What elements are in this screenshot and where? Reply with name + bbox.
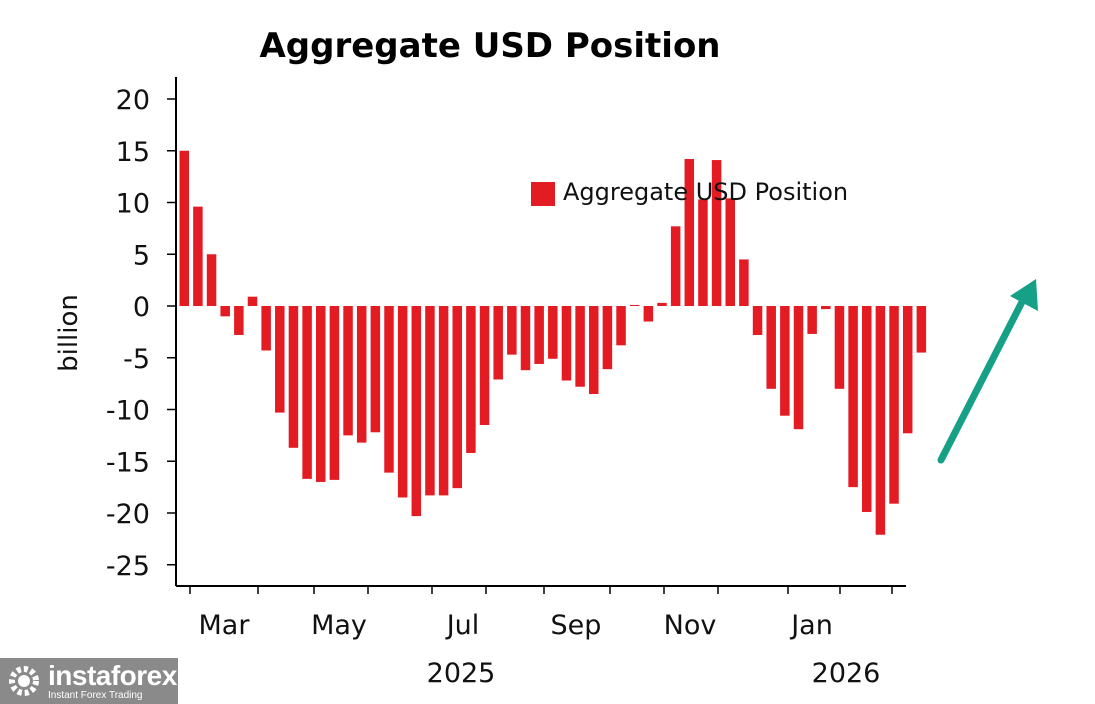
bar <box>889 306 899 504</box>
bar <box>316 306 326 482</box>
gear-logo-icon <box>9 666 39 696</box>
bar <box>329 306 340 480</box>
bar <box>247 296 258 306</box>
bar <box>575 306 585 387</box>
y-tick-label: -10 <box>106 396 150 427</box>
bar <box>438 306 449 496</box>
bar-series <box>179 150 927 535</box>
x-tick-label: May <box>311 610 367 641</box>
bar <box>793 306 804 430</box>
bar <box>534 306 544 364</box>
y-tick-label: -5 <box>123 344 150 375</box>
bar <box>493 306 503 380</box>
watermark: instaforex Instant Forex Trading <box>0 658 178 704</box>
legend-swatch <box>531 182 555 206</box>
x-year-label: 2025 <box>427 658 496 689</box>
bar <box>821 306 831 310</box>
bar <box>397 306 408 498</box>
x-tick-label: Nov <box>664 610 717 641</box>
legend: Aggregate USD Position <box>531 178 848 206</box>
axes: 20 15 10 5 0 -5 -10 -15 -20 -25 Mar May Jul Sep Nov Jan… <box>106 77 906 689</box>
watermark-tagline: Instant Forex Trading <box>48 689 143 701</box>
bar <box>698 199 708 306</box>
bar <box>807 306 817 334</box>
y-tick-label: -20 <box>106 499 150 530</box>
legend-label: Aggregate USD Position <box>563 178 848 206</box>
bar <box>220 306 230 317</box>
bar <box>752 306 763 335</box>
bar <box>520 306 531 371</box>
bar <box>275 306 285 413</box>
bar <box>902 306 913 434</box>
x-tick-label: Jan <box>789 610 833 641</box>
bar <box>862 306 872 512</box>
chart-title: Aggregate USD Position <box>259 26 720 66</box>
x-tick-label: Mar <box>199 610 251 641</box>
bar <box>616 306 626 346</box>
bar <box>466 306 476 453</box>
bar <box>834 306 845 389</box>
bar <box>370 306 381 433</box>
bar <box>711 160 722 306</box>
y-tick-label: -15 <box>106 447 150 478</box>
watermark-brand: instaforex <box>48 659 177 691</box>
bar <box>384 306 394 473</box>
bar <box>234 306 244 335</box>
bar <box>875 306 886 535</box>
bar <box>479 306 490 426</box>
y-axis-label: billion <box>54 294 84 372</box>
bar <box>629 304 640 306</box>
bar <box>302 306 312 479</box>
bar <box>657 302 667 306</box>
trend-arrow-icon <box>937 279 1038 464</box>
bar <box>507 306 517 355</box>
bar <box>452 306 462 489</box>
bar <box>356 306 367 443</box>
bar <box>725 198 735 306</box>
y-tick-label: 15 <box>116 137 150 168</box>
bar <box>739 259 749 306</box>
bar <box>766 306 776 389</box>
bar <box>411 306 422 517</box>
bar <box>343 306 353 436</box>
x-year-label: 2026 <box>812 658 881 689</box>
y-tick-label: 5 <box>133 240 150 271</box>
bar <box>602 306 613 370</box>
bar <box>206 254 217 306</box>
bar <box>561 306 572 381</box>
y-tick-label: -25 <box>106 551 150 582</box>
bar <box>643 306 654 322</box>
bar <box>548 306 558 359</box>
x-tick-label: Sep <box>551 610 602 641</box>
y-tick-label: 10 <box>116 189 150 220</box>
bar <box>179 150 189 306</box>
bar <box>684 159 695 306</box>
y-tick-label: 0 <box>133 292 150 323</box>
bar <box>288 306 299 448</box>
bar <box>589 306 599 394</box>
bar <box>780 306 790 416</box>
x-tick-label: Jul <box>445 610 480 641</box>
bar <box>916 306 927 353</box>
bar <box>848 306 858 488</box>
bar <box>425 306 435 496</box>
bar <box>261 306 271 351</box>
bar <box>193 206 203 306</box>
y-tick-label: 20 <box>116 85 150 116</box>
bar <box>670 226 681 306</box>
